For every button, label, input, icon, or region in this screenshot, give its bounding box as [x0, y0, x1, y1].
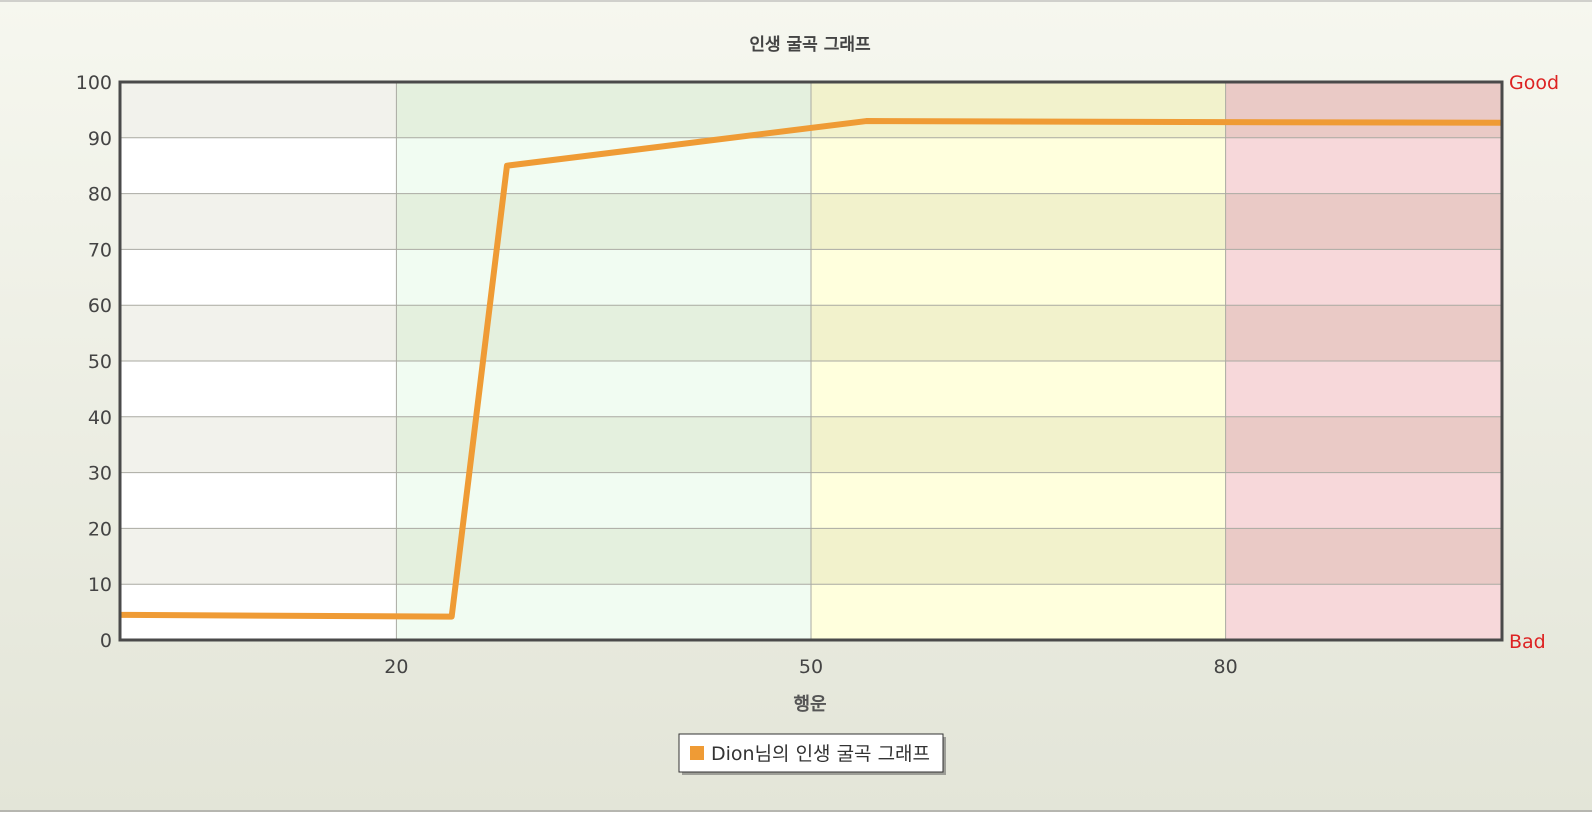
legend-box[interactable] [678, 733, 944, 773]
x-tick-label: 20 [384, 656, 408, 678]
band-0-stripe [120, 416, 397, 473]
band-2-stripe [811, 584, 1226, 640]
y-tick-label: 20 [88, 518, 112, 540]
y-tick-label: 50 [88, 351, 112, 373]
band-3-stripe [1225, 82, 1502, 138]
y-tick-label: 0 [100, 630, 112, 652]
y-tick-label: 90 [88, 128, 112, 150]
band-0-stripe [120, 193, 397, 250]
band-2-stripe [811, 137, 1226, 194]
plot-border [118, 80, 1504, 642]
y-tick-label: 70 [88, 239, 112, 261]
band-1-stripe [396, 305, 811, 361]
y-tick-label: 100 [76, 72, 112, 94]
x-axis-label: 행운 [793, 694, 826, 715]
band-1-stripe [396, 472, 811, 529]
band-0-stripe [120, 361, 397, 417]
x-tick-label: 50 [799, 656, 823, 678]
y-tick-label: 60 [88, 295, 112, 317]
band-0-stripe [120, 137, 397, 194]
legend-swatch [690, 746, 704, 760]
band-3-stripe [1225, 472, 1502, 529]
band-0-stripe [120, 305, 397, 361]
band-2-stripe [811, 361, 1226, 417]
band-1-stripe [396, 193, 811, 250]
band-0-stripe [120, 249, 397, 306]
band-0-stripe [120, 472, 397, 529]
band-3-stripe [1225, 361, 1502, 417]
legend[interactable]: Dion님의 인생 굴곡 그래프 [678, 733, 946, 775]
band-2-stripe [811, 305, 1226, 361]
band-2-stripe [811, 472, 1226, 529]
x-axis-ticks: 20 50 80 [384, 656, 1237, 678]
y-tick-label: 30 [88, 463, 112, 485]
background-bands [120, 82, 1502, 640]
band-3-stripe [1225, 528, 1502, 585]
series-layer [119, 118, 1503, 620]
band-1-stripe [396, 137, 811, 194]
band-0-stripe [120, 584, 397, 640]
band-3-stripe [1225, 584, 1502, 640]
band-3-stripe [1225, 416, 1502, 473]
y-axis-ticks: 0 10 20 30 40 50 60 70 80 90 100 [76, 72, 112, 652]
band-2-stripe [811, 82, 1226, 138]
band-3-stripe [1225, 249, 1502, 306]
chart-title: 인생 굴곡 그래프 [749, 35, 871, 55]
band-2-stripe [811, 416, 1226, 473]
grid-lines [120, 81, 1502, 641]
band-1-stripe [396, 82, 811, 138]
y-tick-label: 10 [88, 574, 112, 596]
x-tick-label: 80 [1214, 656, 1238, 678]
band-2-stripe [811, 193, 1226, 250]
band-3-stripe [1225, 137, 1502, 194]
band-3-stripe [1225, 193, 1502, 250]
series-line-0[interactable] [119, 118, 1503, 620]
right-label-bad: Bad [1509, 631, 1546, 653]
right-label-good: Good [1509, 72, 1559, 94]
legend-entry-label[interactable]: Dion님의 인생 굴곡 그래프 [711, 743, 930, 765]
band-0-stripe [120, 528, 397, 585]
band-2-stripe [811, 528, 1226, 585]
band-0-stripe [120, 82, 397, 138]
band-1-stripe [396, 416, 811, 473]
band-2-stripe [811, 249, 1226, 306]
band-1-stripe [396, 249, 811, 306]
band-1-stripe [396, 528, 811, 585]
band-1-stripe [396, 361, 811, 417]
y-tick-label: 40 [88, 407, 112, 429]
band-3-stripe [1225, 305, 1502, 361]
band-1-stripe [396, 584, 811, 640]
y-tick-label: 80 [88, 184, 112, 206]
